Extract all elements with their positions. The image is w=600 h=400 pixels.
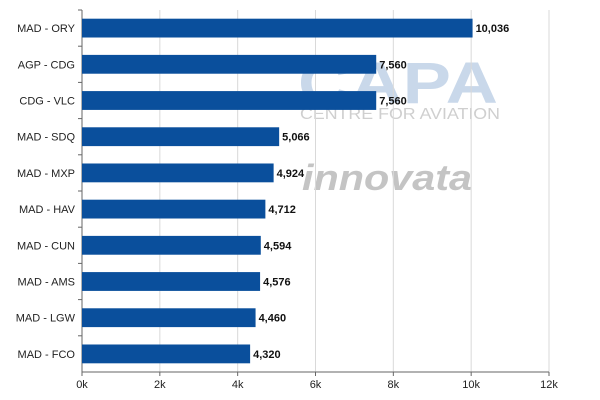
bar bbox=[82, 272, 261, 291]
bar bbox=[82, 18, 473, 38]
data-label: 4,576 bbox=[263, 277, 291, 289]
x-tick-label: 4k bbox=[232, 379, 244, 391]
capa-subtitle-watermark: CENTRE FOR AVIATION bbox=[300, 106, 500, 123]
axis-layer: 0k 2k 4k 6k 8k 10k 12k MAD - ORY AGP - CDG CDG - … bbox=[16, 9, 558, 391]
x-tick-label: 10k bbox=[462, 379, 480, 391]
category-label: MAD - FCO bbox=[18, 349, 76, 361]
x-tick-label: 2k bbox=[154, 379, 166, 391]
x-tick-label: 8k bbox=[388, 379, 400, 391]
bar bbox=[82, 163, 274, 183]
category-label: CDG - VLC bbox=[19, 96, 75, 108]
data-label: 4,320 bbox=[253, 349, 281, 361]
bar bbox=[82, 54, 377, 74]
x-tick-label: 0k bbox=[76, 379, 88, 391]
x-tick-label: 6k bbox=[310, 379, 322, 391]
bar bbox=[82, 127, 280, 147]
bars-layer: 10,036 7,560 7,560 5,066 4,924 4,712 4,594 4,57… bbox=[82, 18, 510, 364]
bar bbox=[82, 235, 261, 255]
category-label: MAD - MXP bbox=[17, 168, 75, 180]
bar bbox=[82, 199, 266, 219]
data-label: 4,924 bbox=[277, 168, 305, 180]
category-label: AGP - CDG bbox=[18, 59, 75, 71]
x-tick-label: 12k bbox=[540, 379, 558, 391]
data-label: 5,066 bbox=[282, 132, 310, 144]
data-label: 7,560 bbox=[379, 96, 407, 108]
data-label: 4,460 bbox=[259, 313, 287, 325]
bar bbox=[82, 308, 256, 328]
category-label: MAD - ORY bbox=[17, 23, 76, 35]
category-label: MAD - AMS bbox=[18, 277, 75, 289]
category-label: MAD - HAV bbox=[19, 204, 76, 216]
data-label: 4,594 bbox=[264, 240, 292, 252]
data-label: 4,712 bbox=[268, 204, 296, 216]
data-label: 10,036 bbox=[476, 23, 510, 35]
bar bbox=[82, 91, 377, 110]
category-label: MAD - CUN bbox=[17, 240, 75, 252]
innovata-watermark: innovata bbox=[302, 157, 472, 198]
bar bbox=[82, 344, 251, 364]
category-label: MAD - LGW bbox=[16, 313, 76, 325]
category-label: MAD - SDQ bbox=[17, 132, 76, 144]
data-label: 7,560 bbox=[379, 59, 407, 71]
